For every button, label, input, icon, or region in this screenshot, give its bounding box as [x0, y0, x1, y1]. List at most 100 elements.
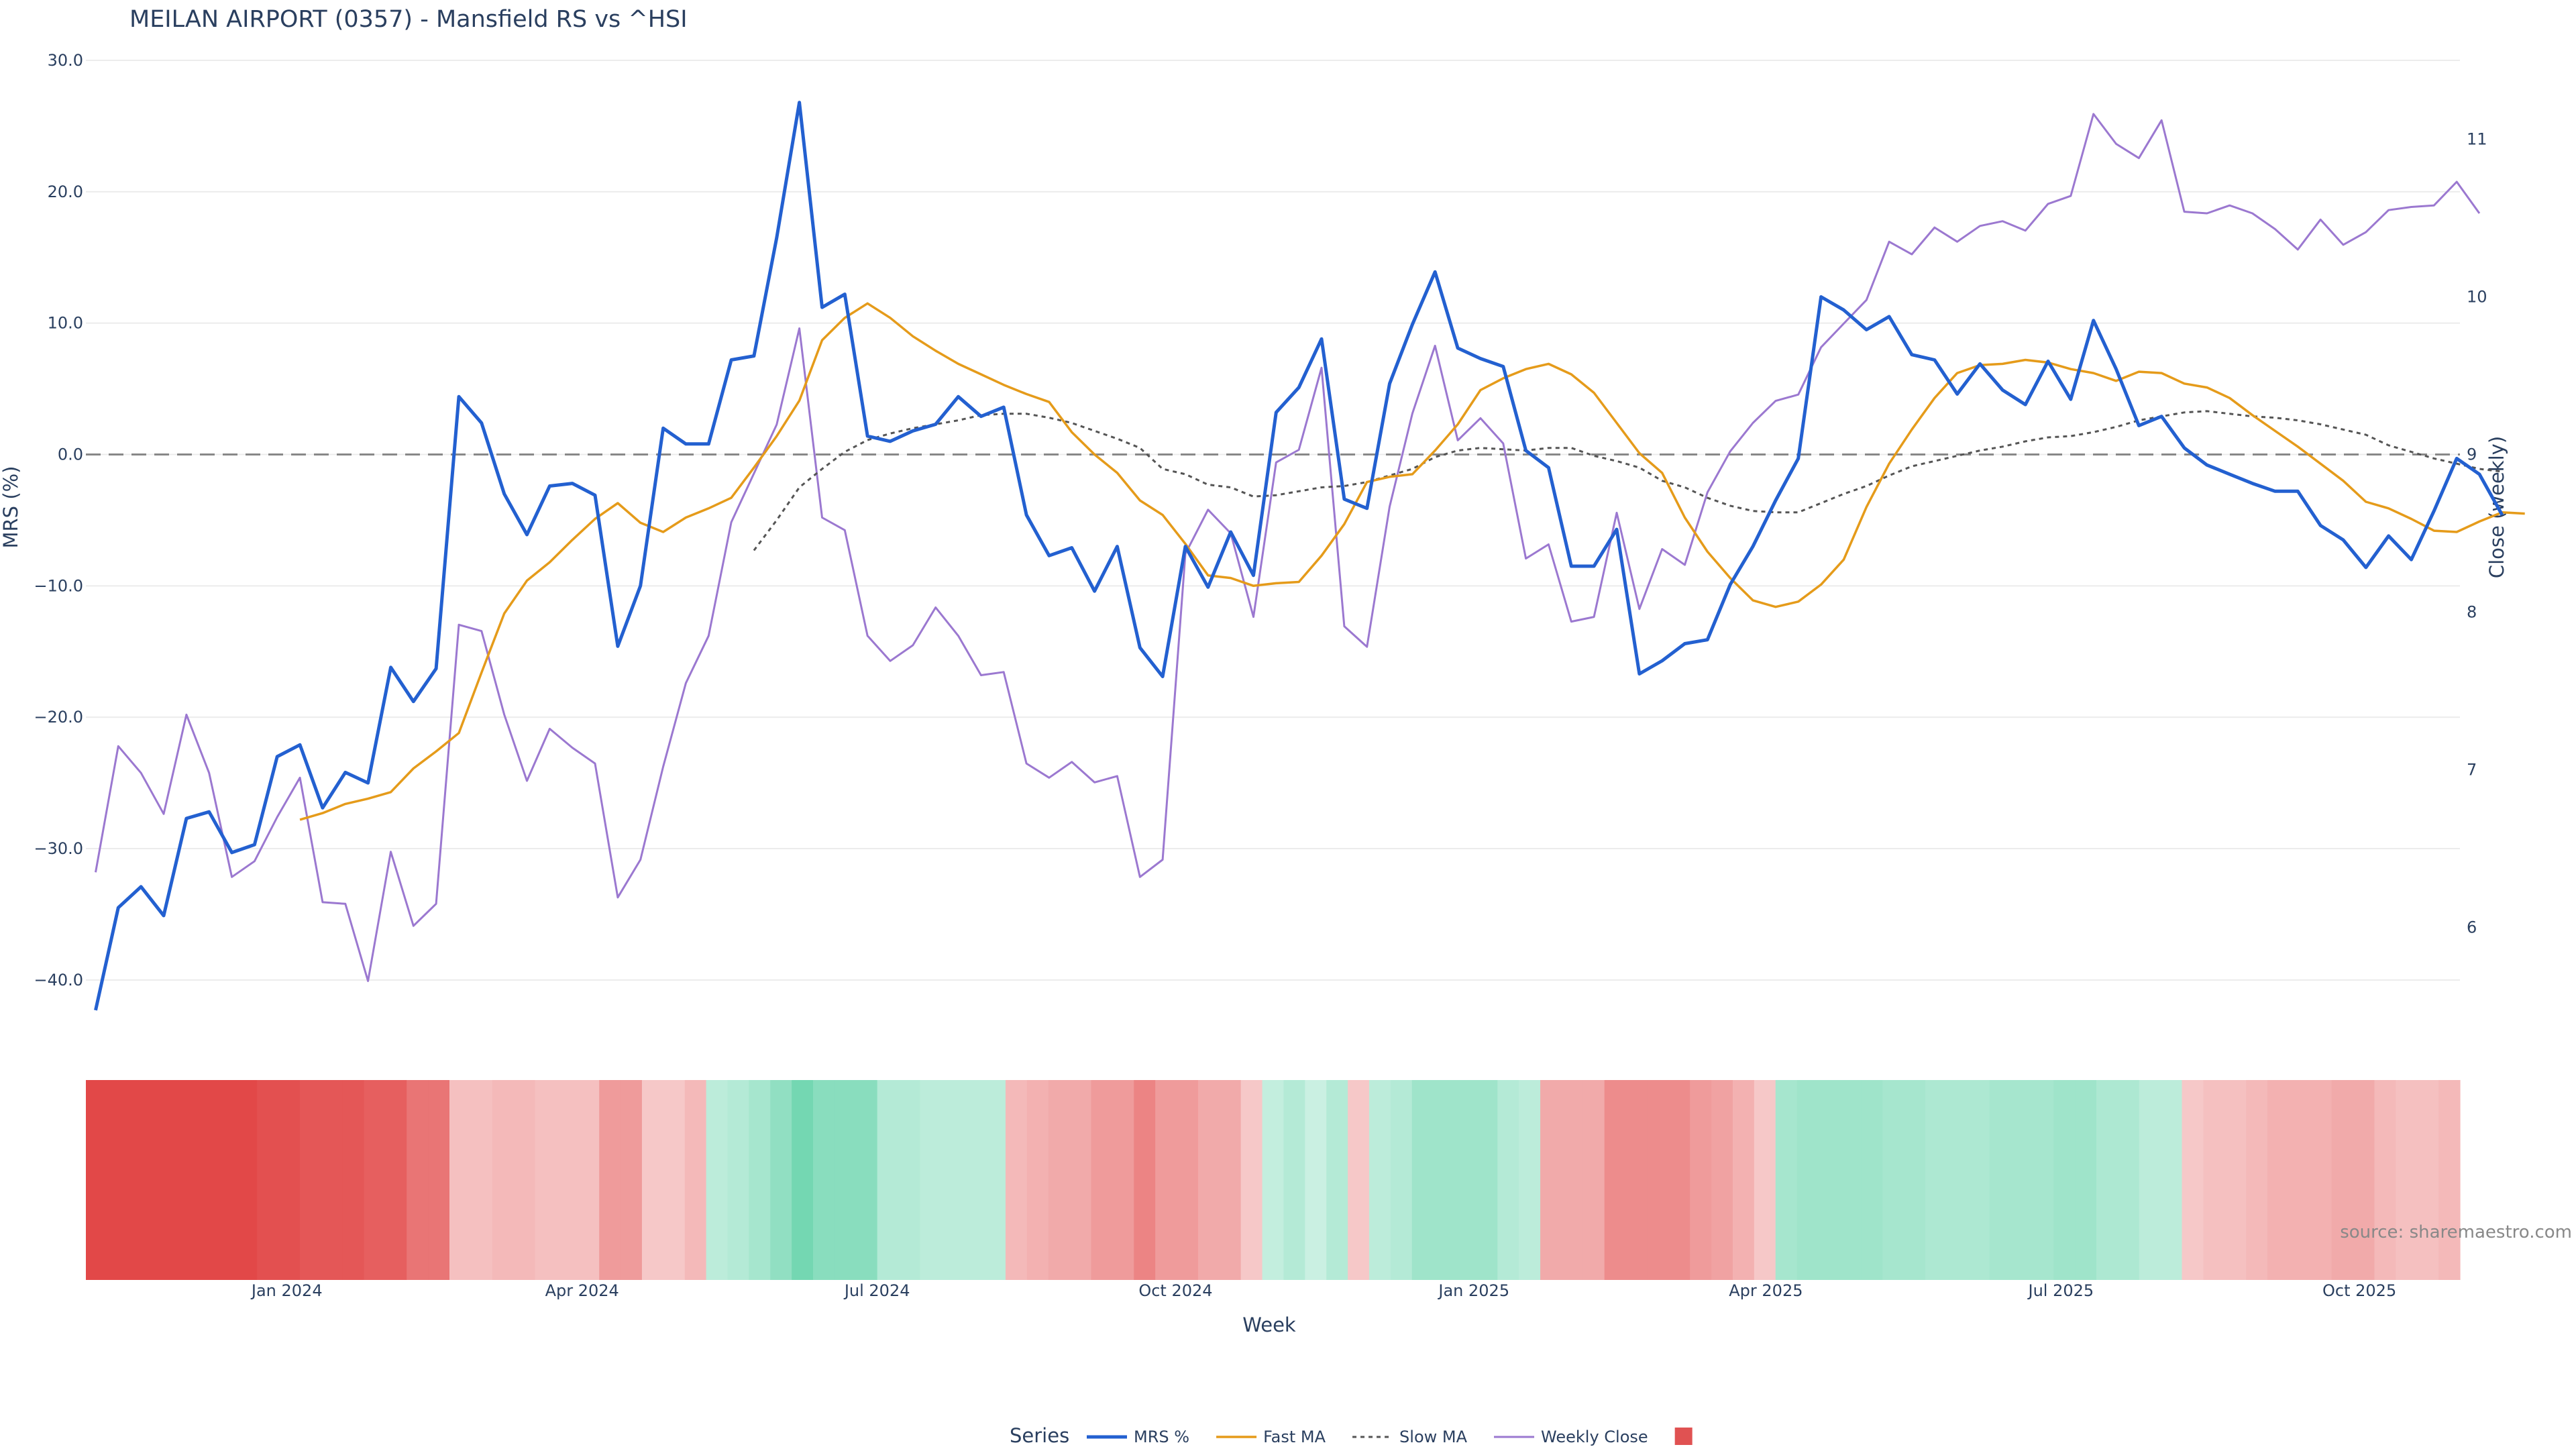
heatmap-cell: [1775, 1080, 1798, 1280]
y-tick-label: −30.0: [34, 839, 83, 858]
heatmap-cell: [2224, 1080, 2247, 1280]
slow-ma-line: [753, 410, 2503, 551]
y-axis-ticks: 30.0 20.0 10.0 0.0 −10.0 −20.0 −30.0 −40.0: [34, 51, 83, 989]
y-tick-label: −20.0: [34, 708, 83, 727]
heatmap-cell: [1476, 1080, 1498, 1280]
heatmap-cell: [855, 1080, 878, 1280]
heatmap-cell: [1048, 1080, 1071, 1280]
y2-tick-label: 10: [2467, 288, 2487, 307]
source-label: source: sharemaestro.com: [2340, 1222, 2572, 1242]
heatmap-cell: [1454, 1080, 1477, 1280]
heatmap-cell: [2331, 1080, 2354, 1280]
heatmap-cell: [1091, 1080, 1113, 1280]
heatmap-cell: [792, 1080, 814, 1280]
heatmap-cell: [684, 1080, 707, 1280]
x-tick-label: Jul 2024: [843, 1281, 910, 1300]
heatmap-cell: [1561, 1080, 1584, 1280]
heatmap-cell: [364, 1080, 386, 1280]
heatmap-cell: [86, 1080, 108, 1280]
heatmap-cell: [2075, 1080, 2097, 1280]
heatmap-cell: [2117, 1080, 2140, 1280]
heatmap-cell: [1625, 1080, 1648, 1280]
legend-label: Slow MA: [1399, 1428, 1468, 1446]
heatmap-cell: [1882, 1080, 1904, 1280]
heatmap-cell: [171, 1080, 194, 1280]
heatmap-cell: [150, 1080, 172, 1280]
x-axis-ticks: Jan 2024 Apr 2024 Jul 2024 Oct 2024 Jan 2025…: [250, 1281, 2396, 1300]
heatmap-cell: [449, 1080, 472, 1280]
heatmap-cell: [535, 1080, 557, 1280]
heatmap-cell: [1519, 1080, 1541, 1280]
heatmap-cell: [1219, 1080, 1242, 1280]
y2-axis-ticks: 11 10 9 8 7 6: [2467, 130, 2487, 937]
y-tick-label: 20.0: [48, 182, 83, 201]
y-tick-label: 10.0: [48, 314, 83, 333]
legend-label: MRS %: [1134, 1428, 1189, 1446]
heatmap-cell: [513, 1080, 536, 1280]
heatmap-cell: [2246, 1080, 2268, 1280]
heatmap-cell: [2288, 1080, 2311, 1280]
heatmap-cell: [920, 1080, 942, 1280]
x-tick-label: Oct 2024: [1138, 1281, 1212, 1300]
heatmap-cell: [941, 1080, 963, 1280]
y-tick-label: −10.0: [34, 576, 83, 595]
x-tick-label: Jul 2025: [2027, 1281, 2094, 1300]
heatmap-cell: [407, 1080, 429, 1280]
y2-tick-label: 11: [2467, 130, 2487, 149]
heatmap-cell: [299, 1080, 322, 1280]
heatmap-cell: [235, 1080, 258, 1280]
heatmap-cell: [2417, 1080, 2439, 1280]
x-tick-label: Apr 2025: [1729, 1281, 1803, 1300]
heatmap-cell: [1839, 1080, 1862, 1280]
heatmap-cell: [834, 1080, 857, 1280]
fast-ma-line: [299, 302, 2525, 821]
x-tick-label: Oct 2025: [2322, 1281, 2396, 1300]
legend: Series MRS % Fast MA Slow MA Weekly Close: [1010, 1424, 1693, 1447]
heatmap-cell: [1005, 1080, 1028, 1280]
heatmap-cell: [1540, 1080, 1562, 1280]
y2-tick-label: 9: [2467, 445, 2477, 464]
heatmap-cell: [1925, 1080, 1947, 1280]
heatmap-cell: [193, 1080, 215, 1280]
heatmap-cell: [898, 1080, 921, 1280]
legend-heatmap-swatch: [1674, 1428, 1693, 1445]
heatmap-cell: [2096, 1080, 2118, 1280]
heatmap-cell: [492, 1080, 515, 1280]
heatmap-cell: [621, 1080, 643, 1280]
heatmap-cell: [2374, 1080, 2396, 1280]
y-tick-label: 30.0: [48, 51, 83, 70]
heatmap-cell: [1796, 1080, 1819, 1280]
heatmap-cell: [1861, 1080, 1883, 1280]
heatmap-cell: [1112, 1080, 1134, 1280]
heatmap-cell: [578, 1080, 600, 1280]
heatmap-cell: [727, 1080, 749, 1280]
heatmap-cell: [2203, 1080, 2225, 1280]
heatmap-cell: [2267, 1080, 2290, 1280]
heatmap-cell: [877, 1080, 900, 1280]
heatmap-cell: [2010, 1080, 2033, 1280]
x-tick-label: Jan 2025: [1437, 1281, 1509, 1300]
heatmap-cell: [1197, 1080, 1220, 1280]
series-lines: [94, 101, 2525, 1011]
heatmap-cell: [470, 1080, 493, 1280]
x-axis-title: Week: [1242, 1313, 1296, 1336]
heatmap-strip: [86, 1080, 2461, 1280]
heatmap-cell: [2438, 1080, 2461, 1280]
heatmap-cell: [428, 1080, 450, 1280]
y-tick-label: 0.0: [58, 445, 83, 464]
heatmap-cell: [1668, 1080, 1690, 1280]
heatmap-cell: [1155, 1080, 1177, 1280]
x-tick-label: Jan 2024: [250, 1281, 323, 1300]
heatmap-cell: [770, 1080, 792, 1280]
y2-tick-label: 8: [2467, 603, 2477, 622]
heatmap-cell: [641, 1080, 664, 1280]
heatmap-cell: [2160, 1080, 2183, 1280]
heatmap-cell: [1647, 1080, 1669, 1280]
legend-label: Fast MA: [1263, 1428, 1326, 1446]
heatmap-cell: [1582, 1080, 1605, 1280]
heatmap-cell: [2053, 1080, 2076, 1280]
heatmap-cell: [1946, 1080, 1969, 1280]
heatmap-cell: [749, 1080, 771, 1280]
heatmap-cell: [2032, 1080, 2054, 1280]
legend-title: Series: [1010, 1424, 1069, 1447]
